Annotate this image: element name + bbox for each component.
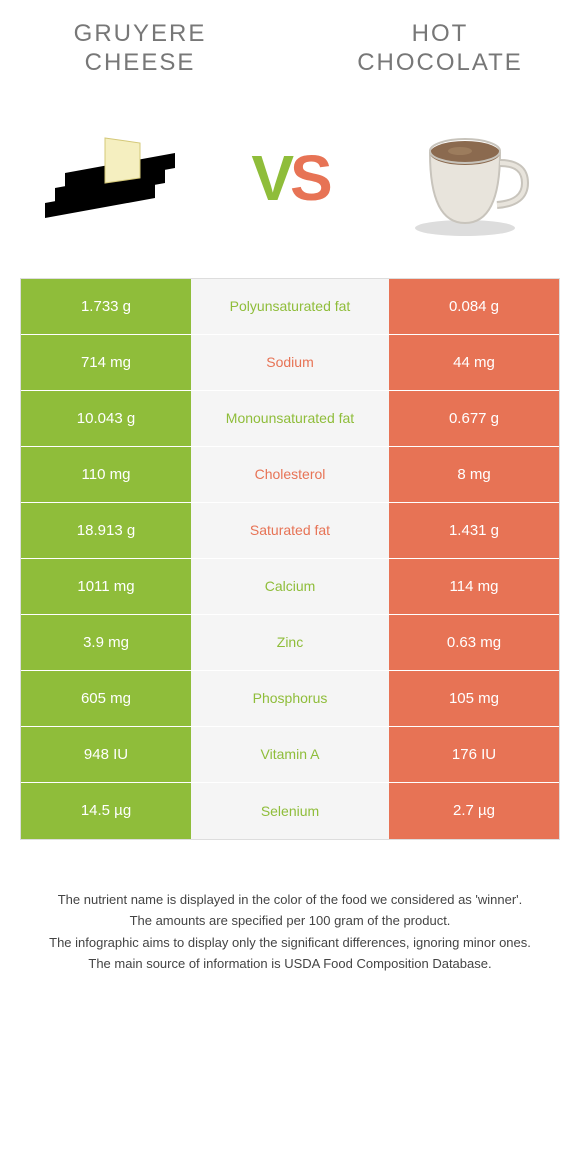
left-value: 14.5 µg bbox=[21, 783, 191, 839]
right-food-title: HOT CHOCOLATE bbox=[340, 20, 540, 78]
nutrient-label: Sodium bbox=[191, 335, 389, 390]
left-value: 1011 mg bbox=[21, 559, 191, 614]
right-value: 8 mg bbox=[389, 447, 559, 502]
footer-line-4: The main source of information is USDA F… bbox=[30, 954, 550, 974]
table-row: 3.9 mgZinc0.63 mg bbox=[21, 615, 559, 671]
cheese-image bbox=[30, 108, 190, 248]
right-value: 114 mg bbox=[389, 559, 559, 614]
right-value: 0.63 mg bbox=[389, 615, 559, 670]
vs-s: S bbox=[290, 142, 329, 214]
nutrient-label: Cholesterol bbox=[191, 447, 389, 502]
right-value: 105 mg bbox=[389, 671, 559, 726]
table-row: 1.733 gPolyunsaturated fat0.084 g bbox=[21, 279, 559, 335]
footer-line-1: The nutrient name is displayed in the co… bbox=[30, 890, 550, 910]
nutrient-label: Saturated fat bbox=[191, 503, 389, 558]
right-value: 44 mg bbox=[389, 335, 559, 390]
table-row: 14.5 µgSelenium2.7 µg bbox=[21, 783, 559, 839]
vs-v: V bbox=[251, 142, 290, 214]
left-value: 18.913 g bbox=[21, 503, 191, 558]
table-row: 18.913 gSaturated fat1.431 g bbox=[21, 503, 559, 559]
table-row: 605 mgPhosphorus105 mg bbox=[21, 671, 559, 727]
nutrient-label: Polyunsaturated fat bbox=[191, 279, 389, 334]
nutrient-label: Calcium bbox=[191, 559, 389, 614]
right-value: 0.677 g bbox=[389, 391, 559, 446]
images-row: VS bbox=[0, 88, 580, 278]
table-row: 1011 mgCalcium114 mg bbox=[21, 559, 559, 615]
header: GRUYERE CHEESE HOT CHOCOLATE bbox=[0, 0, 580, 88]
left-value: 110 mg bbox=[21, 447, 191, 502]
nutrient-label: Zinc bbox=[191, 615, 389, 670]
nutrient-label: Vitamin A bbox=[191, 727, 389, 782]
nutrient-label: Monounsaturated fat bbox=[191, 391, 389, 446]
right-value: 2.7 µg bbox=[389, 783, 559, 839]
right-value: 0.084 g bbox=[389, 279, 559, 334]
left-value: 605 mg bbox=[21, 671, 191, 726]
nutrient-label: Phosphorus bbox=[191, 671, 389, 726]
left-value: 1.733 g bbox=[21, 279, 191, 334]
right-value: 176 IU bbox=[389, 727, 559, 782]
vs-label: VS bbox=[251, 141, 328, 215]
left-value: 948 IU bbox=[21, 727, 191, 782]
right-value: 1.431 g bbox=[389, 503, 559, 558]
left-value: 714 mg bbox=[21, 335, 191, 390]
nutrient-label: Selenium bbox=[191, 783, 389, 839]
hot-chocolate-image bbox=[390, 108, 550, 248]
comparison-table: 1.733 gPolyunsaturated fat0.084 g714 mgS… bbox=[20, 278, 560, 840]
left-value: 10.043 g bbox=[21, 391, 191, 446]
left-value: 3.9 mg bbox=[21, 615, 191, 670]
table-row: 110 mgCholesterol8 mg bbox=[21, 447, 559, 503]
left-food-title: GRUYERE CHEESE bbox=[40, 20, 240, 78]
footer-line-2: The amounts are specified per 100 gram o… bbox=[30, 911, 550, 931]
table-row: 714 mgSodium44 mg bbox=[21, 335, 559, 391]
table-row: 10.043 gMonounsaturated fat0.677 g bbox=[21, 391, 559, 447]
footer-line-3: The infographic aims to display only the… bbox=[30, 933, 550, 953]
table-row: 948 IUVitamin A176 IU bbox=[21, 727, 559, 783]
footer-notes: The nutrient name is displayed in the co… bbox=[0, 840, 580, 996]
